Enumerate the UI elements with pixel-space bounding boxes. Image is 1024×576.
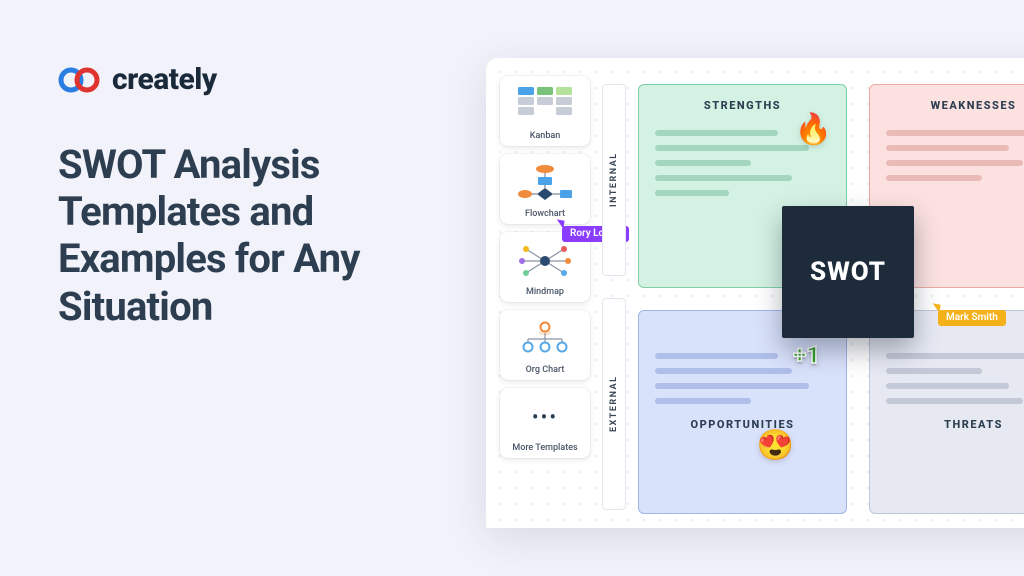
template-picker: Kanban Flowchart	[500, 76, 590, 458]
template-label: More Templates	[512, 443, 577, 453]
flowchart-thumb-icon	[513, 161, 577, 205]
template-label: Flowchart	[525, 209, 565, 219]
brand: creately	[58, 62, 438, 97]
quadrant-title: WEAKNESSES	[886, 99, 1024, 112]
quadrant-title: STRENGTHS	[655, 99, 830, 112]
swot-center-label: SWOT	[810, 257, 886, 287]
heart-eyes-icon: 😍	[757, 431, 794, 461]
template-label: Org Chart	[526, 365, 565, 375]
brand-name: creately	[112, 62, 217, 97]
app-preview-panel: Kanban Flowchart	[486, 58, 1024, 528]
cursor-user-name: Mark Smith	[946, 312, 998, 323]
template-card-orgchart[interactable]: Org Chart	[500, 310, 590, 380]
template-label: Mindmap	[526, 287, 564, 297]
swot-center-box: SWOT	[782, 206, 914, 338]
template-card-flowchart[interactable]: Flowchart	[500, 154, 590, 224]
more-icon: •••	[532, 395, 558, 439]
quadrant-title: OPPORTUNITIES	[655, 418, 830, 431]
template-label: Kanban	[530, 131, 560, 141]
section-label-external: EXTERNAL	[602, 298, 626, 510]
quadrant-threats[interactable]: THREATS	[869, 310, 1024, 514]
mindmap-thumb-icon	[513, 239, 577, 283]
section-label-internal: INTERNAL	[602, 84, 626, 276]
plus-one-icon: +1	[793, 343, 820, 367]
orgchart-thumb-icon	[513, 317, 577, 361]
placeholder-lines	[886, 130, 1024, 181]
collab-cursor-mark: Mark Smith	[938, 310, 1006, 326]
template-card-kanban[interactable]: Kanban	[500, 76, 590, 146]
page-title: SWOT Analysis Templates and Examples for…	[58, 141, 438, 330]
quadrant-opportunities[interactable]: OPPORTUNITIES 😍 +1	[638, 310, 847, 514]
creately-logo-icon	[58, 66, 102, 94]
quadrant-title: THREATS	[886, 418, 1024, 431]
template-card-more[interactable]: ••• More Templates	[500, 388, 590, 458]
placeholder-lines	[886, 353, 1024, 404]
template-card-mindmap[interactable]: Mindmap	[500, 232, 590, 302]
fire-icon: 🔥	[795, 115, 832, 145]
kanban-thumb-icon	[513, 83, 577, 127]
